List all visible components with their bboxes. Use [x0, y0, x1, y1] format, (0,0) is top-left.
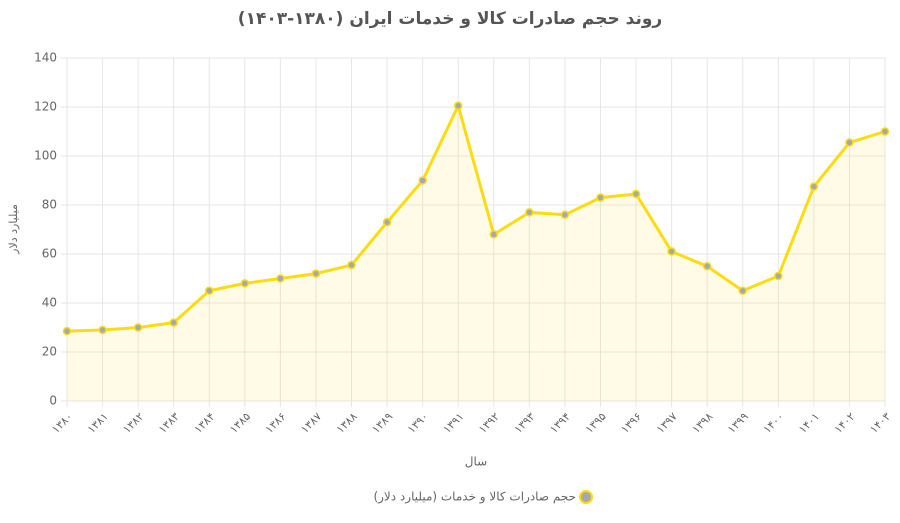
point [774, 271, 783, 281]
x-tick-label: ۱۳۸۱ [85, 410, 111, 436]
x-tick-label: ۱۳۹۴ [547, 410, 573, 436]
y-axis-label: میلیارد دلار [7, 204, 20, 255]
line [66, 104, 886, 333]
point [418, 176, 427, 185]
legend-marker [579, 490, 593, 504]
point [347, 260, 356, 270]
x-tick-label: ۱۳۹۱ [441, 410, 467, 436]
y-tick-label: 140 [34, 51, 57, 65]
y-tick-label: 100 [34, 149, 57, 163]
x-tick-label: ۱۳۹۸ [690, 410, 716, 436]
y-tick-label: 20 [42, 345, 57, 359]
point [702, 262, 712, 271]
point [133, 323, 143, 332]
point [525, 208, 534, 217]
point [240, 279, 250, 288]
point [809, 182, 819, 191]
x-tick-label: ۱۴۰۰ [761, 410, 787, 436]
point [738, 286, 747, 295]
x-tick-label: ۱۳۹۰ [405, 410, 431, 436]
point [596, 193, 605, 202]
legend-label: حجم صادرات کالا و خدمات (میلیارد دلار) [373, 490, 576, 505]
x-tick-label: ۱۳۸۴ [192, 410, 218, 436]
point [205, 286, 214, 295]
point [169, 318, 178, 327]
point [98, 325, 107, 335]
x-tick-label: ۱۴۰۱ [796, 410, 822, 436]
x-tick-label: ۱۳۹۷ [654, 410, 680, 436]
x-tick-label: ۱۳۹۹ [725, 410, 751, 436]
x-tick-label: ۱۴۰۲ [832, 410, 858, 436]
area [67, 105, 885, 402]
x-tick-label: ۱۳۸۵ [227, 410, 253, 436]
x-tick-label: ۱۳۹۳ [512, 410, 538, 436]
point [453, 101, 463, 111]
point [62, 326, 72, 336]
y-tick-label: 80 [42, 198, 57, 212]
y-tick-label: 120 [34, 100, 57, 114]
x-tick-label: ۱۳۹۲ [476, 410, 502, 436]
chart-title: روند حجم صادرات کالا و خدمات ایران (۱۳۸۰… [238, 9, 662, 29]
x-tick-label: ۱۳۸۰ [49, 410, 75, 436]
x-tick-label: ۱۳۸۶ [263, 410, 289, 436]
x-tick-label: ۱۳۸۹ [369, 410, 395, 436]
point [311, 269, 321, 278]
x-tick-label: ۱۳۸۲ [120, 410, 146, 436]
x-tick-label: ۱۳۸۷ [298, 410, 324, 436]
point [667, 247, 676, 256]
x-axis-label: سال [465, 455, 487, 469]
point [845, 138, 854, 147]
x-tick-label: ۱۳۸۸ [334, 410, 360, 436]
point [489, 230, 499, 239]
point [880, 127, 890, 136]
y-tick-label: 0 [49, 394, 57, 408]
y-tick-label: 40 [42, 296, 57, 310]
x-tick-label: ۱۳۸۳ [156, 410, 182, 436]
point [382, 217, 392, 227]
point [631, 189, 641, 199]
x-tick-label: ۱۴۰۳ [867, 410, 893, 436]
y-tick-label: 60 [42, 247, 57, 261]
x-tick-label: ۱۳۹۵ [583, 410, 609, 436]
point [276, 274, 285, 283]
point [560, 210, 570, 220]
x-tick-label: ۱۳۹۶ [618, 410, 644, 436]
